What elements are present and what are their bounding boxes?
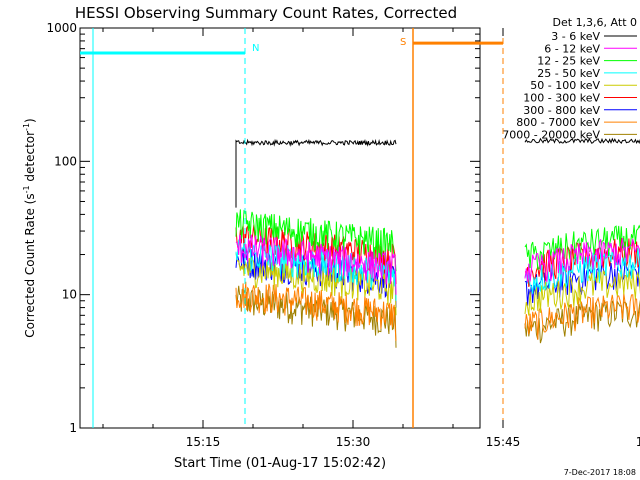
series-line: [524, 237, 640, 287]
y-tick-label: 10: [62, 288, 77, 302]
series-line: [524, 293, 640, 340]
series-line: [524, 268, 640, 316]
legend-label: 7000 - 20000 keV: [502, 128, 600, 141]
x-tick-label: 16:00: [636, 435, 640, 449]
y-tick-label: 1: [69, 421, 77, 435]
series-line: [235, 138, 397, 208]
legend-label: 50 - 100 keV: [530, 79, 600, 92]
plot-frame: [79, 27, 481, 429]
legend-label: 3 - 6 keV: [551, 30, 600, 43]
series-line: [524, 248, 640, 294]
series-line: [524, 238, 640, 283]
night-label: N: [252, 43, 259, 54]
data-layer: [235, 137, 640, 348]
y-label-main: Corrected Count Rate (s: [23, 193, 37, 337]
y-label-end: ): [23, 118, 37, 123]
x-axis-label: Start Time (01-Aug-17 15:02:42): [174, 456, 386, 471]
chart-title: HESSI Observing Summary Count Rates, Cor…: [75, 4, 457, 22]
series-line: [235, 285, 397, 348]
legend-label: 25 - 50 keV: [537, 67, 600, 80]
y-label-sup2: -1: [22, 123, 31, 131]
y-tick-label: 1000: [46, 21, 77, 35]
series-line: [235, 209, 397, 272]
x-tick-label: 15:15: [186, 435, 221, 449]
series-line: [235, 281, 397, 341]
saa-label: S: [400, 37, 406, 48]
series-line: [524, 258, 640, 306]
legend-label: 12 - 25 keV: [537, 55, 600, 68]
orbit-bars: NS: [80, 28, 504, 428]
series-line: [524, 137, 640, 144]
y-axis-label: Corrected Count Rate (s-1 detector-1): [22, 118, 37, 337]
y-label-mid: detector: [23, 131, 37, 186]
series-line: [524, 299, 640, 344]
legend-label: 100 - 300 keV: [523, 92, 600, 105]
x-tick-label: 15:30: [336, 435, 371, 449]
legend-label: 6 - 12 keV: [544, 42, 600, 55]
series-line: [235, 234, 397, 295]
footer-date: 7-Dec-2017 18:08: [564, 468, 636, 477]
legend-title: Det 1,3,6, Att 0: [553, 16, 637, 29]
legend-label: 800 - 7000 keV: [516, 116, 600, 129]
y-tick-label: 100: [54, 154, 77, 168]
y-label-sup1: -1: [22, 185, 31, 193]
x-tick-label: 15:45: [486, 435, 521, 449]
legend-label: 300 - 800 keV: [523, 104, 600, 117]
